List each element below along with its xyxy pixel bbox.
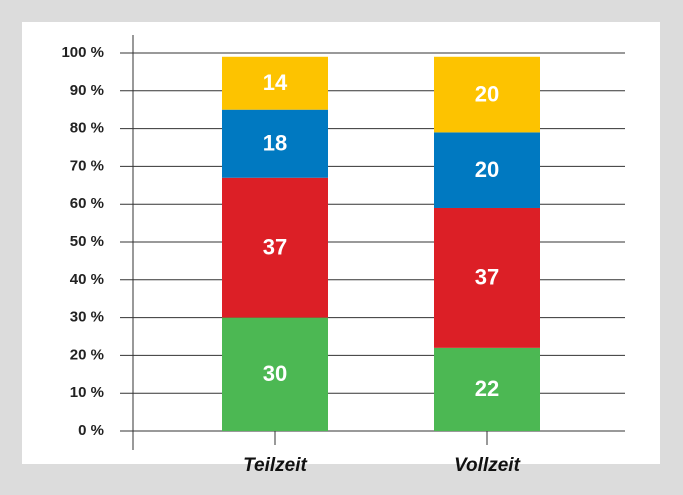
- y-tick-label: 70 %: [70, 157, 104, 174]
- data-label: 22: [475, 376, 499, 401]
- bar-segment: [222, 109, 328, 178]
- plot-panel: [22, 22, 660, 464]
- data-label: 20: [475, 81, 499, 106]
- y-tick-label: 60 %: [70, 195, 104, 212]
- bar-segment: [434, 347, 540, 431]
- y-tick-label: 50 %: [70, 233, 104, 250]
- y-tick-label: 30 %: [70, 309, 104, 326]
- y-tick-label: 10 %: [70, 384, 104, 401]
- x-tick-label: Vollzeit: [454, 455, 520, 476]
- y-tick-label: 90 %: [70, 82, 104, 99]
- data-label: 20: [475, 157, 499, 182]
- bar-segment: [434, 56, 540, 133]
- data-label: 37: [475, 265, 499, 290]
- bar-segment: [434, 132, 540, 208]
- y-tick-label: 20 %: [70, 346, 104, 363]
- bar-segment: [222, 177, 328, 318]
- y-tick-label: 40 %: [70, 271, 104, 288]
- y-tick-label: 80 %: [70, 120, 104, 137]
- x-tick-label: Teilzeit: [243, 455, 307, 476]
- y-tick-label: 0 %: [78, 422, 104, 439]
- data-label: 37: [263, 234, 287, 259]
- bar-segment: [222, 317, 328, 431]
- y-tick-label: 100 %: [61, 44, 104, 61]
- bar-segment: [434, 207, 540, 348]
- data-label: 14: [263, 70, 288, 95]
- data-label: 18: [263, 131, 287, 156]
- data-label: 30: [263, 361, 287, 386]
- bar-segment: [222, 56, 328, 110]
